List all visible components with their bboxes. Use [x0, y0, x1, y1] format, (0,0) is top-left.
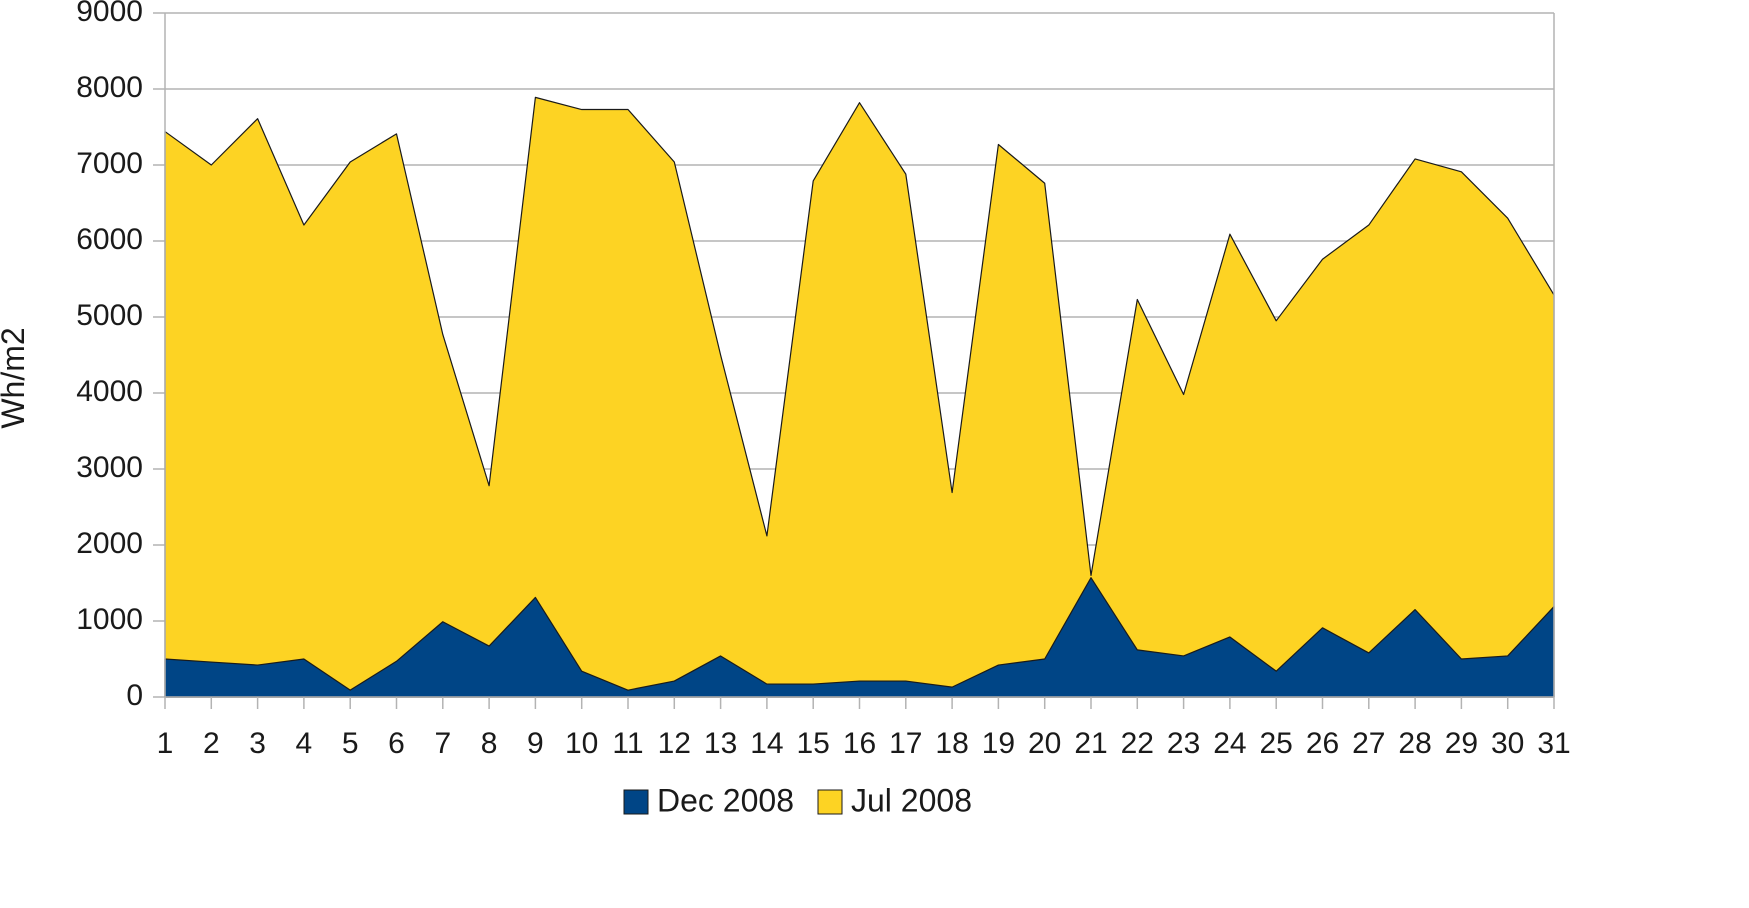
- x-tick-label: 25: [1260, 727, 1293, 760]
- x-tick-label: 31: [1537, 727, 1570, 760]
- y-tick-label: 7000: [76, 147, 143, 180]
- y-tick-label: 5000: [76, 299, 143, 332]
- x-tick-label: 23: [1167, 727, 1200, 760]
- x-tick-label: 22: [1121, 727, 1154, 760]
- x-tick-label: 21: [1074, 727, 1107, 760]
- x-tick-label: 16: [843, 727, 876, 760]
- x-tick-label: 7: [434, 727, 451, 760]
- legend-swatch: [623, 789, 649, 815]
- y-tick-label: 4000: [76, 375, 143, 408]
- x-tick-label: 30: [1491, 727, 1524, 760]
- series-area-jul-2008: [164, 96, 1555, 698]
- x-tick-label: 5: [342, 727, 359, 760]
- y-tick-label: 1000: [76, 603, 143, 636]
- x-tick-label: 19: [982, 727, 1015, 760]
- x-tick-label: 20: [1028, 727, 1061, 760]
- legend-label: Dec 2008: [657, 782, 794, 818]
- y-tick-label: 9000: [76, 0, 143, 28]
- x-tick-label: 14: [750, 727, 783, 760]
- x-tick-label: 27: [1352, 727, 1385, 760]
- y-tick-label: 6000: [76, 223, 143, 256]
- y-tick-label: 2000: [76, 527, 143, 560]
- x-tick-label: 4: [296, 727, 313, 760]
- x-tick-label: 2: [203, 727, 220, 760]
- y-tick-label: 8000: [76, 71, 143, 104]
- x-tick-label: 1: [157, 727, 174, 760]
- x-tick-label: 10: [565, 727, 598, 760]
- x-tick-label: 29: [1445, 727, 1478, 760]
- legend-label: Jul 2008: [851, 782, 972, 818]
- x-tick-label: 26: [1306, 727, 1339, 760]
- x-tick-label: 9: [527, 727, 544, 760]
- x-tick-label: 3: [249, 727, 266, 760]
- x-tick-label: 17: [889, 727, 922, 760]
- axes: [164, 13, 1555, 709]
- x-tick-label: 12: [658, 727, 691, 760]
- x-tick-label: 13: [704, 727, 737, 760]
- x-tick-label: 18: [935, 727, 968, 760]
- series-area-dec-2008: [164, 577, 1555, 698]
- x-tick-label: 24: [1213, 727, 1246, 760]
- x-tick-label: 6: [388, 727, 405, 760]
- x-tick-labels: 1 2 3 4 5 6 7 8 9 10 11 12 13 14 15 16 17 18 19 20 21 22 23 24 2…: [157, 727, 1571, 760]
- x-tick-label: 8: [481, 727, 498, 760]
- y-tick-label: 3000: [76, 451, 143, 484]
- y-tick-labels: 0 1000 2000 3000 4000 5000 6000 7000 8000 9000: [76, 0, 143, 712]
- legend-swatch: [817, 789, 843, 815]
- y-tick-label: 0: [126, 679, 143, 712]
- series-areas: [164, 96, 1555, 698]
- legend: Dec 2008 Jul 2008: [623, 782, 972, 818]
- x-tick-label: 11: [612, 727, 643, 760]
- x-tick-label: 28: [1398, 727, 1431, 760]
- y-axis-label: Wh/m2: [0, 327, 31, 428]
- x-tick-label: 15: [797, 727, 830, 760]
